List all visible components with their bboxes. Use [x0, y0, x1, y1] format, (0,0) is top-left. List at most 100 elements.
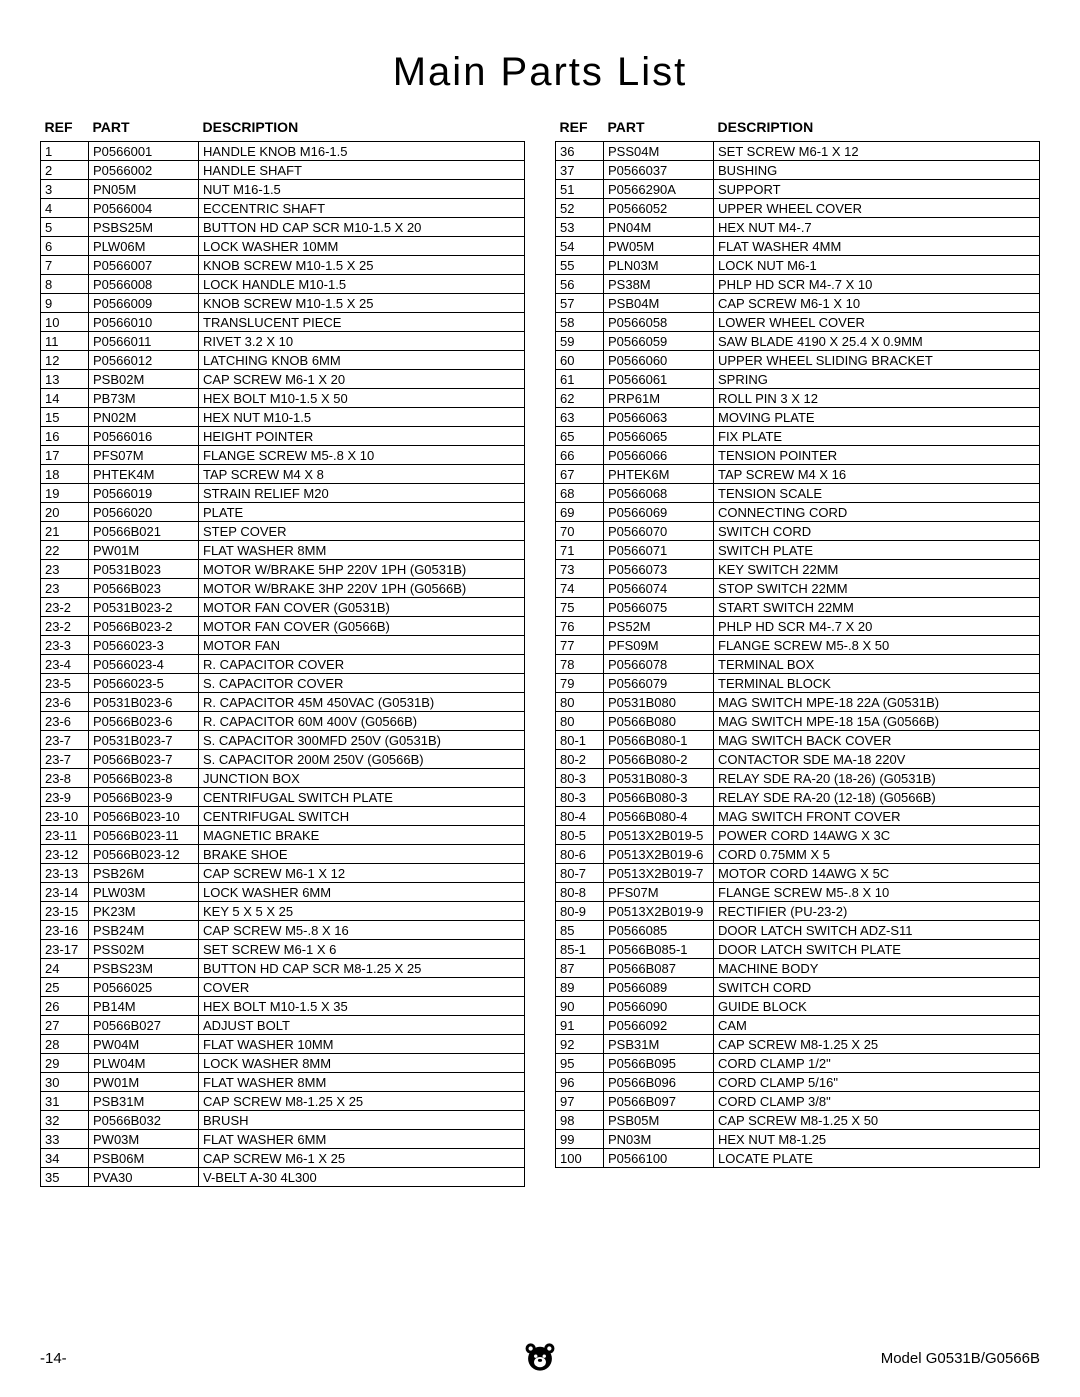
table-row: 4P0566004ECCENTRIC SHAFT — [41, 199, 525, 218]
table-row: 76PS52MPHLP HD SCR M4-.7 X 20 — [556, 617, 1040, 636]
cell-desc: MOTOR CORD 14AWG X 5C — [714, 864, 1040, 883]
cell-ref: 7 — [41, 256, 89, 275]
cell-ref: 23-7 — [41, 750, 89, 769]
cell-part: P0566060 — [604, 351, 714, 370]
cell-ref: 23-16 — [41, 921, 89, 940]
cell-desc: BUTTON HD CAP SCR M10-1.5 X 20 — [199, 218, 525, 237]
cell-ref: 66 — [556, 446, 604, 465]
cell-desc: TAP SCREW M4 X 8 — [199, 465, 525, 484]
cell-desc: CAP SCREW M8-1.25 X 50 — [714, 1111, 1040, 1130]
cell-part: P0566079 — [604, 674, 714, 693]
cell-part: P0566019 — [89, 484, 199, 503]
cell-desc: KEY 5 X 5 X 25 — [199, 902, 525, 921]
cell-desc: TERMINAL BOX — [714, 655, 1040, 674]
table-row: 15PN02MHEX NUT M10-1.5 — [41, 408, 525, 427]
cell-part: PB73M — [89, 389, 199, 408]
cell-part: PSB02M — [89, 370, 199, 389]
cell-desc: HANDLE KNOB M16-1.5 — [199, 142, 525, 161]
cell-part: PW01M — [89, 1073, 199, 1092]
cell-ref: 37 — [556, 161, 604, 180]
cell-desc: MOTOR W/BRAKE 5HP 220V 1PH (G0531B) — [199, 560, 525, 579]
cell-part: P0566B023-8 — [89, 769, 199, 788]
cell-desc: SET SCREW M6-1 X 12 — [714, 142, 1040, 161]
table-row: 21P0566B021STEP COVER — [41, 522, 525, 541]
cell-ref: 78 — [556, 655, 604, 674]
table-row: 55PLN03MLOCK NUT M6-1 — [556, 256, 1040, 275]
cell-desc: DOOR LATCH SWITCH PLATE — [714, 940, 1040, 959]
table-row: 23-12P0566B023-12BRAKE SHOE — [41, 845, 525, 864]
cell-desc: FLANGE SCREW M5-.8 X 50 — [714, 636, 1040, 655]
cell-desc: KNOB SCREW M10-1.5 X 25 — [199, 256, 525, 275]
cell-part: P0566071 — [604, 541, 714, 560]
cell-ref: 79 — [556, 674, 604, 693]
cell-ref: 80-7 — [556, 864, 604, 883]
table-row: 12P0566012LATCHING KNOB 6MM — [41, 351, 525, 370]
cell-desc: HEX BOLT M10-1.5 X 35 — [199, 997, 525, 1016]
cell-ref: 12 — [41, 351, 89, 370]
cell-ref: 23-4 — [41, 655, 89, 674]
table-row: 90P0566090GUIDE BLOCK — [556, 997, 1040, 1016]
cell-ref: 27 — [41, 1016, 89, 1035]
cell-desc: CENTRIFUGAL SWITCH — [199, 807, 525, 826]
cell-desc: PHLP HD SCR M4-.7 X 10 — [714, 275, 1040, 294]
table-row: 34PSB06MCAP SCREW M6-1 X 25 — [41, 1149, 525, 1168]
cell-desc: BRAKE SHOE — [199, 845, 525, 864]
cell-desc: CAP SCREW M6-1 X 10 — [714, 294, 1040, 313]
cell-part: PN04M — [604, 218, 714, 237]
cell-desc: LOCK WASHER 8MM — [199, 1054, 525, 1073]
cell-ref: 17 — [41, 446, 89, 465]
cell-ref: 99 — [556, 1130, 604, 1149]
cell-part: PSS02M — [89, 940, 199, 959]
cell-desc: BUSHING — [714, 161, 1040, 180]
cell-desc: MOVING PLATE — [714, 408, 1040, 427]
cell-desc: UPPER WHEEL COVER — [714, 199, 1040, 218]
table-row: 35PVA30V-BELT A-30 4L300 — [41, 1168, 525, 1187]
cell-part: P0566B023-2 — [89, 617, 199, 636]
cell-ref: 23-12 — [41, 845, 89, 864]
cell-ref: 5 — [41, 218, 89, 237]
cell-desc: HEX NUT M10-1.5 — [199, 408, 525, 427]
cell-desc: FLAT WASHER 8MM — [199, 541, 525, 560]
cell-desc: BRUSH — [199, 1111, 525, 1130]
page-footer: -14- Model G0531B/G0566B — [40, 1350, 1040, 1367]
table-row: 3PN05MNUT M16-1.5 — [41, 180, 525, 199]
table-row: 65P0566065FIX PLATE — [556, 427, 1040, 446]
cell-ref: 80-8 — [556, 883, 604, 902]
cell-desc: STOP SWITCH 22MM — [714, 579, 1040, 598]
table-row: 80P0566B080MAG SWITCH MPE-18 15A (G0566B… — [556, 712, 1040, 731]
brand-logo — [523, 1340, 557, 1378]
cell-part: P0566B095 — [604, 1054, 714, 1073]
cell-part: P0566089 — [604, 978, 714, 997]
cell-ref: 23-14 — [41, 883, 89, 902]
table-row: 69P0566069CONNECTING CORD — [556, 503, 1040, 522]
cell-ref: 32 — [41, 1111, 89, 1130]
table-row: 80-5P0513X2B019-5POWER CORD 14AWG X 3C — [556, 826, 1040, 845]
cell-ref: 59 — [556, 332, 604, 351]
table-row: 23-17PSS02MSET SCREW M6-1 X 6 — [41, 940, 525, 959]
cell-part: P0566008 — [89, 275, 199, 294]
cell-part: P0566100 — [604, 1149, 714, 1168]
table-row: 99PN03MHEX NUT M8-1.25 — [556, 1130, 1040, 1149]
cell-desc: S. CAPACITOR 300MFD 250V (G0531B) — [199, 731, 525, 750]
cell-ref: 23-10 — [41, 807, 89, 826]
cell-desc: ECCENTRIC SHAFT — [199, 199, 525, 218]
table-row: 37P0566037BUSHING — [556, 161, 1040, 180]
cell-part: PHTEK6M — [604, 465, 714, 484]
cell-part: PW01M — [89, 541, 199, 560]
cell-part: PLN03M — [604, 256, 714, 275]
table-row: 51P0566290ASUPPORT — [556, 180, 1040, 199]
cell-desc: TRANSLUCENT PIECE — [199, 313, 525, 332]
cell-desc: ROLL PIN 3 X 12 — [714, 389, 1040, 408]
header-part: PART — [89, 115, 199, 142]
cell-desc: TERMINAL BLOCK — [714, 674, 1040, 693]
cell-ref: 16 — [41, 427, 89, 446]
cell-desc: MAGNETIC BRAKE — [199, 826, 525, 845]
table-row: 23-10P0566B023-10CENTRIFUGAL SWITCH — [41, 807, 525, 826]
table-row: 36PSS04MSET SCREW M6-1 X 12 — [556, 142, 1040, 161]
cell-desc: HEIGHT POINTER — [199, 427, 525, 446]
header-ref: REF — [41, 115, 89, 142]
table-row: 60P0566060UPPER WHEEL SLIDING BRACKET — [556, 351, 1040, 370]
cell-part: P0566B032 — [89, 1111, 199, 1130]
cell-desc: HEX BOLT M10-1.5 X 50 — [199, 389, 525, 408]
cell-desc: MOTOR FAN COVER (G0531B) — [199, 598, 525, 617]
